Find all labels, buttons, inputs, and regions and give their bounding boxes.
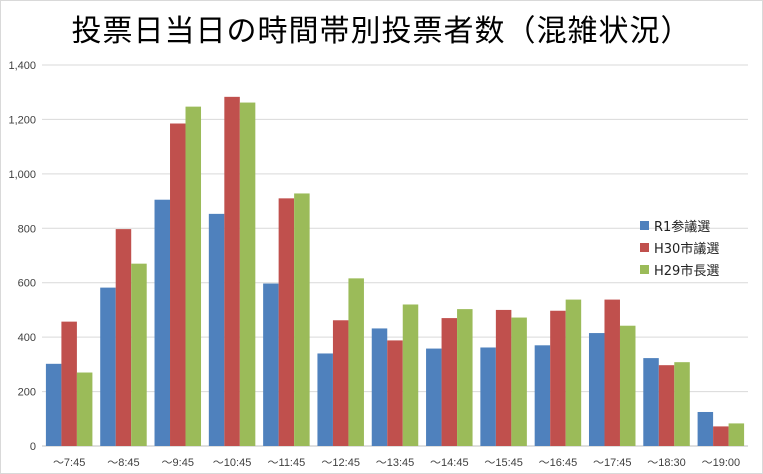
bar	[441, 318, 458, 446]
legend-label: R1参議選	[654, 219, 711, 235]
bar	[550, 310, 566, 446]
x-tick-label: ～8:45	[107, 457, 139, 469]
x-tick-label: ～14:45	[430, 457, 469, 469]
y-tick-label: 1,200	[8, 114, 36, 126]
bar	[317, 353, 333, 446]
bar	[534, 345, 551, 446]
legend-swatch	[640, 264, 649, 274]
y-tick-label: 400	[18, 332, 36, 344]
bar	[185, 106, 202, 447]
legend-swatch	[640, 242, 649, 252]
chart-legend: R1参議選 H30市議選 H29市長選	[640, 214, 719, 280]
x-tick-label: ～11:45	[268, 457, 306, 469]
bar	[658, 365, 675, 446]
bar	[565, 299, 582, 446]
bar	[619, 325, 636, 446]
bar	[604, 299, 620, 446]
bar	[100, 287, 116, 446]
x-tick-label: ～15:45	[484, 457, 523, 469]
bar	[371, 328, 388, 446]
y-tick-label: 800	[18, 223, 36, 235]
bar	[511, 317, 527, 446]
legend-label: H29市長選	[654, 263, 720, 279]
bar	[76, 372, 93, 446]
bar	[457, 309, 473, 446]
x-tick-label: ～17:45	[593, 457, 632, 469]
x-tick-label: ～18:30	[647, 457, 686, 469]
bar	[426, 348, 442, 446]
y-tick-label: 1,400	[8, 60, 36, 72]
bar	[495, 309, 512, 446]
bar	[728, 423, 745, 446]
bar	[208, 213, 225, 446]
legend-label: H30市議選	[654, 241, 720, 257]
bar	[263, 283, 279, 446]
x-tick-label: ～19:00	[702, 457, 741, 469]
x-tick-label: ～16:45	[539, 457, 578, 469]
bar	[278, 198, 295, 446]
bar	[154, 199, 171, 446]
bar	[480, 347, 496, 446]
bar	[402, 304, 419, 446]
bar	[170, 123, 186, 446]
x-tick-label: ～12:45	[321, 457, 360, 469]
bar	[45, 363, 62, 446]
bar	[224, 96, 240, 447]
bar	[697, 411, 714, 446]
x-tick-label: ～9:45	[162, 457, 194, 469]
bar	[674, 362, 690, 446]
bar	[387, 340, 403, 446]
y-tick-label: 0	[30, 441, 36, 453]
legend-item: H30市議選	[640, 236, 719, 258]
bar	[294, 193, 310, 446]
x-tick-label: ～7:45	[53, 457, 85, 469]
bar	[588, 333, 605, 446]
bar	[348, 278, 364, 446]
y-tick-label: 1,000	[8, 169, 36, 181]
bar	[643, 358, 659, 446]
bar	[713, 426, 729, 446]
chart-title: 投票日当日の時間帯別投票者数（混雑状況）	[71, 14, 692, 49]
legend-item: R1参議選	[640, 214, 719, 236]
x-tick-label: ～10:45	[213, 457, 252, 469]
bar	[61, 321, 77, 446]
y-tick-label: 600	[18, 278, 36, 290]
legend-item: H29市長選	[640, 258, 719, 280]
bar	[115, 229, 132, 446]
bar	[131, 263, 147, 446]
y-tick-label: 200	[18, 387, 36, 399]
bar	[332, 320, 349, 446]
x-tick-label: ～13:45	[376, 457, 415, 469]
bar	[239, 102, 256, 446]
legend-swatch	[640, 220, 649, 230]
